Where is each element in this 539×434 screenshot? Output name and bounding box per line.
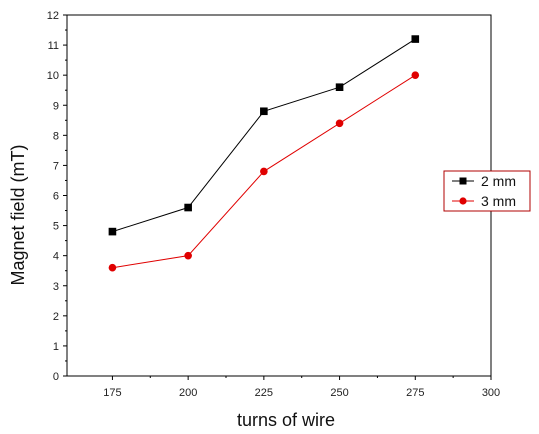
y-tick-label: 1 [53,341,59,353]
x-tick-label: 175 [103,387,121,399]
x-tick-label: 300 [482,387,500,399]
y-tick-label: 10 [47,70,59,82]
series-line-0 [112,38,416,233]
plot-area [66,14,492,377]
data-point-square [411,35,420,43]
x-axis-ticks: 175 200 225 250 275 300 [103,376,500,399]
data-point-square [184,203,192,212]
y-tick-label: 11 [48,40,59,52]
y-tick-label: 5 [53,221,59,233]
legend-marker-square-icon [459,177,467,185]
y-tick-label: 6 [53,191,59,203]
legend-marker-circle-icon [459,197,467,205]
x-axis-title: turns of wire [237,410,335,430]
y-tick-label: 9 [53,100,59,112]
data-point-square [260,107,268,116]
x-tick-label: 200 [179,387,197,399]
x-tick-label: 275 [406,387,424,399]
y-tick-label: 3 [53,281,59,293]
plot-frame [66,14,492,377]
x-tick-label: 250 [330,387,348,399]
y-axis-title: Magnet field (mT) [8,144,28,285]
legend-label-2mm: 2 mm [481,173,516,189]
y-tick-label: 2 [53,311,59,323]
y-tick-label: 12 [47,10,59,22]
legend-label-3mm: 3 mm [481,193,516,209]
y-tick-label: 7 [53,160,59,172]
data-point-circle [411,71,420,79]
data-point-circle [108,263,117,272]
data-point-circle [184,251,192,260]
data-point-circle [335,119,344,128]
legend: 2 mm 3 mm [443,170,531,212]
y-tick-label: 0 [53,371,59,383]
data-point-circle [260,167,268,176]
data-point-square [108,227,117,236]
series-layer [108,35,420,272]
x-tick-label: 225 [255,387,273,399]
legend-frame [443,170,531,212]
y-tick-label: 4 [53,251,59,263]
y-tick-label: 8 [53,130,59,142]
data-point-square [335,83,344,91]
